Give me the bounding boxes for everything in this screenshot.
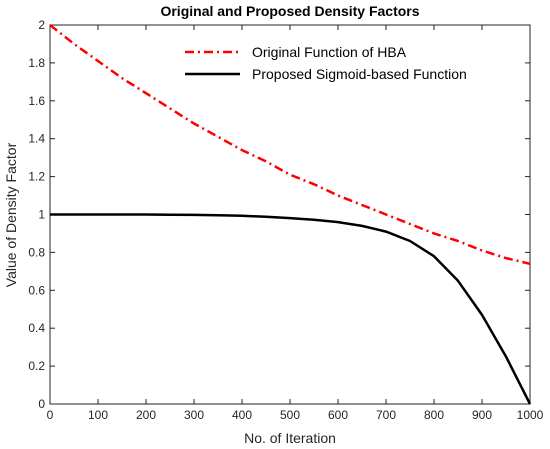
x-tick-label: 900: [472, 408, 492, 422]
legend-label-0: Original Function of HBA: [252, 44, 407, 60]
legend-label-1: Proposed Sigmoid-based Function: [252, 66, 467, 82]
x-tick-label: 1000: [517, 408, 544, 422]
y-tick-label: 1.8: [28, 56, 45, 70]
x-tick-label: 200: [136, 408, 156, 422]
series-line-1: [50, 213, 532, 405]
series-lines: [49, 24, 532, 405]
y-tick-label: 2: [38, 18, 45, 32]
x-tick-label: 500: [280, 408, 300, 422]
y-tick-label: 0: [38, 397, 45, 411]
x-tick-label: 0: [47, 408, 54, 422]
x-tick-label: 300: [184, 408, 204, 422]
x-tick-label: 800: [424, 408, 444, 422]
y-tick-label: 1: [38, 208, 45, 222]
y-tick-label: 0.2: [28, 359, 45, 373]
y-tick-label: 0.8: [28, 245, 45, 259]
y-tick-label: 1.6: [28, 94, 45, 108]
x-axis-label: No. of Iteration: [244, 430, 336, 446]
y-tick-label: 0.6: [28, 283, 45, 297]
axes: 0 100 200 300 400 500 600 700 800 900 1000 0 0.2 0.4 0…: [28, 18, 543, 422]
y-tick-label: 1.2: [28, 170, 45, 184]
x-tick-label: 400: [232, 408, 252, 422]
chart-title: Original and Proposed Density Factors: [160, 3, 419, 19]
x-tick-label: 100: [88, 408, 108, 422]
y-tick-label: 0.4: [28, 321, 45, 335]
series-line-0: [49, 24, 531, 266]
y-axis-label: Value of Density Factor: [3, 142, 19, 287]
x-tick-label: 700: [376, 408, 396, 422]
y-tick-label: 1.4: [28, 132, 45, 146]
legend: Original Function of HBA Proposed Sigmoid…: [185, 44, 467, 82]
x-tick-label: 600: [328, 408, 348, 422]
